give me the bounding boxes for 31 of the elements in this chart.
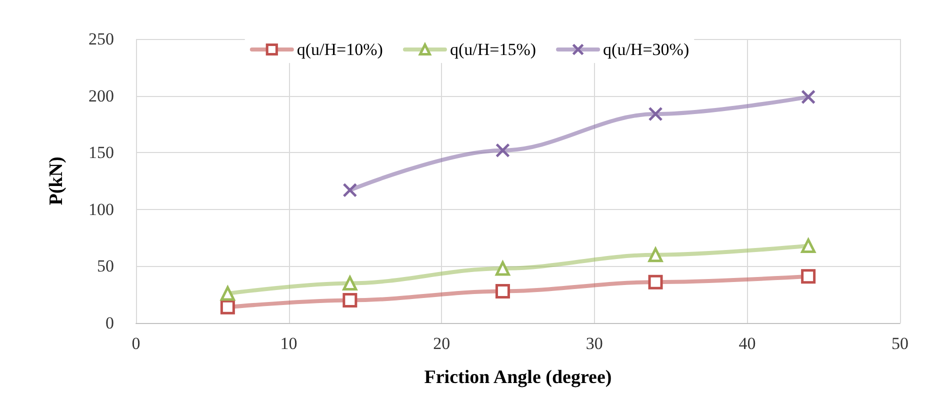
x-tick-label: 40 (738, 334, 756, 353)
point (495, 143, 510, 158)
legend-label: q(u/H=30%) (603, 40, 690, 59)
point (220, 300, 235, 314)
y-tick-label: 200 (88, 86, 114, 106)
x-tick-label: 10 (280, 334, 298, 353)
point (342, 293, 358, 308)
y-tick-label: 150 (88, 143, 114, 162)
point (342, 276, 358, 290)
point (342, 182, 358, 198)
x-tick-label: 30 (586, 334, 603, 353)
y-tick-label: 50 (97, 256, 114, 276)
point (648, 248, 663, 262)
x-tick-label: 0 (132, 334, 140, 353)
point (648, 274, 663, 290)
point (801, 90, 816, 104)
point (801, 269, 816, 284)
y-tick-label: 100 (88, 200, 114, 219)
y-tick-label: 0 (106, 314, 114, 332)
x-axis-title: Friction Angle (degree) (424, 367, 612, 388)
point (495, 284, 510, 298)
point (220, 286, 235, 301)
point (801, 238, 816, 253)
point (495, 261, 510, 276)
legend-label: q(u/H=10%) (296, 40, 383, 59)
x-tick-label: 20 (433, 334, 450, 353)
y-axis-title: P(kN) (46, 156, 67, 206)
point (648, 106, 663, 122)
legend-label: q(u/H=15%) (450, 40, 536, 59)
y-tick-label: 250 (88, 30, 114, 48)
x-tick-label: 50 (892, 334, 908, 353)
